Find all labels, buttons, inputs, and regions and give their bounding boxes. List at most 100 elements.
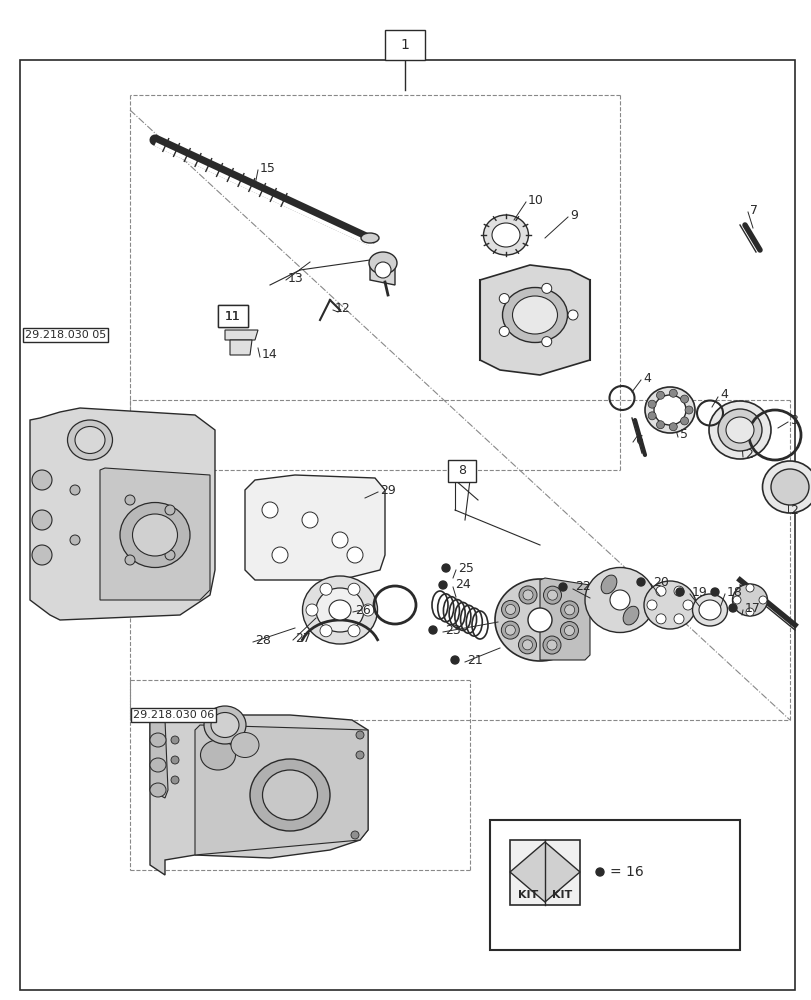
Ellipse shape: [204, 706, 246, 744]
Text: 4: 4: [719, 388, 727, 401]
Text: 29.218.030 06: 29.218.030 06: [133, 710, 214, 720]
Circle shape: [564, 626, 573, 636]
Text: 3: 3: [789, 414, 797, 426]
Text: 24: 24: [454, 578, 470, 591]
Bar: [509, 840, 579, 905]
Circle shape: [355, 751, 363, 759]
Ellipse shape: [644, 387, 694, 433]
Ellipse shape: [75, 426, 105, 454]
Bar: [384, 30, 424, 60]
Circle shape: [527, 608, 551, 632]
Circle shape: [673, 586, 683, 596]
Ellipse shape: [150, 758, 165, 772]
Text: 6: 6: [634, 434, 642, 446]
Circle shape: [504, 625, 515, 635]
Circle shape: [355, 731, 363, 739]
Polygon shape: [509, 842, 579, 902]
Ellipse shape: [262, 770, 317, 820]
Text: 21: 21: [466, 654, 483, 666]
Circle shape: [680, 395, 688, 403]
Ellipse shape: [328, 600, 350, 620]
Circle shape: [450, 656, 458, 664]
Circle shape: [564, 605, 574, 615]
Text: KIT: KIT: [517, 890, 538, 900]
Circle shape: [647, 412, 655, 420]
Text: 27: 27: [294, 632, 311, 644]
Ellipse shape: [512, 296, 557, 334]
Circle shape: [547, 590, 557, 600]
Circle shape: [745, 584, 753, 592]
Circle shape: [501, 600, 519, 618]
Circle shape: [320, 583, 332, 595]
Text: = 16: = 16: [609, 865, 643, 879]
Ellipse shape: [725, 417, 753, 443]
Polygon shape: [225, 330, 258, 340]
Ellipse shape: [150, 733, 165, 747]
Circle shape: [668, 389, 676, 397]
Text: 15: 15: [260, 162, 276, 175]
Text: 29: 29: [380, 484, 395, 496]
Text: 12: 12: [335, 302, 350, 314]
Ellipse shape: [303, 576, 377, 644]
Circle shape: [70, 485, 80, 495]
Polygon shape: [230, 340, 251, 355]
Text: 17: 17: [744, 601, 760, 614]
Ellipse shape: [150, 783, 165, 797]
Circle shape: [70, 535, 80, 545]
Text: 9: 9: [569, 209, 577, 222]
Circle shape: [673, 614, 683, 624]
Text: 11: 11: [225, 310, 241, 322]
Ellipse shape: [211, 712, 238, 737]
Text: 5: 5: [679, 428, 687, 442]
Circle shape: [32, 545, 52, 565]
Circle shape: [543, 586, 561, 604]
Circle shape: [560, 601, 578, 619]
Circle shape: [348, 583, 359, 595]
Polygon shape: [150, 715, 367, 875]
Ellipse shape: [692, 594, 727, 626]
Circle shape: [682, 600, 692, 610]
Circle shape: [668, 423, 676, 431]
Ellipse shape: [653, 395, 685, 425]
Ellipse shape: [361, 233, 379, 243]
Ellipse shape: [717, 409, 761, 451]
Text: 20: 20: [652, 576, 668, 588]
Circle shape: [728, 604, 736, 612]
Ellipse shape: [495, 579, 584, 661]
Ellipse shape: [483, 215, 528, 255]
Text: 2: 2: [789, 504, 797, 516]
Circle shape: [636, 578, 644, 586]
Circle shape: [171, 736, 178, 744]
Ellipse shape: [368, 252, 397, 274]
Circle shape: [518, 636, 536, 654]
Bar: [217, 305, 247, 327]
Ellipse shape: [622, 606, 638, 625]
Circle shape: [655, 391, 663, 399]
Circle shape: [684, 406, 692, 414]
Circle shape: [499, 326, 508, 336]
Text: 26: 26: [354, 603, 371, 616]
Circle shape: [568, 310, 577, 320]
Bar: [448, 460, 475, 482]
Text: 4: 4: [642, 371, 650, 384]
Text: 18: 18: [726, 585, 742, 598]
Circle shape: [439, 581, 446, 589]
Circle shape: [32, 470, 52, 490]
Text: 8: 8: [457, 464, 466, 478]
Polygon shape: [150, 720, 168, 798]
Ellipse shape: [584, 568, 654, 633]
Circle shape: [362, 604, 374, 616]
Text: 14: 14: [262, 349, 277, 361]
Circle shape: [560, 622, 577, 640]
Text: 1: 1: [400, 38, 409, 52]
Ellipse shape: [732, 584, 766, 616]
Circle shape: [171, 776, 178, 784]
Circle shape: [306, 604, 318, 616]
Bar: [217, 305, 247, 327]
Polygon shape: [30, 408, 215, 620]
Circle shape: [522, 590, 532, 600]
Text: 11: 11: [225, 310, 241, 322]
Ellipse shape: [200, 740, 235, 770]
Ellipse shape: [770, 469, 808, 505]
Circle shape: [655, 586, 665, 596]
